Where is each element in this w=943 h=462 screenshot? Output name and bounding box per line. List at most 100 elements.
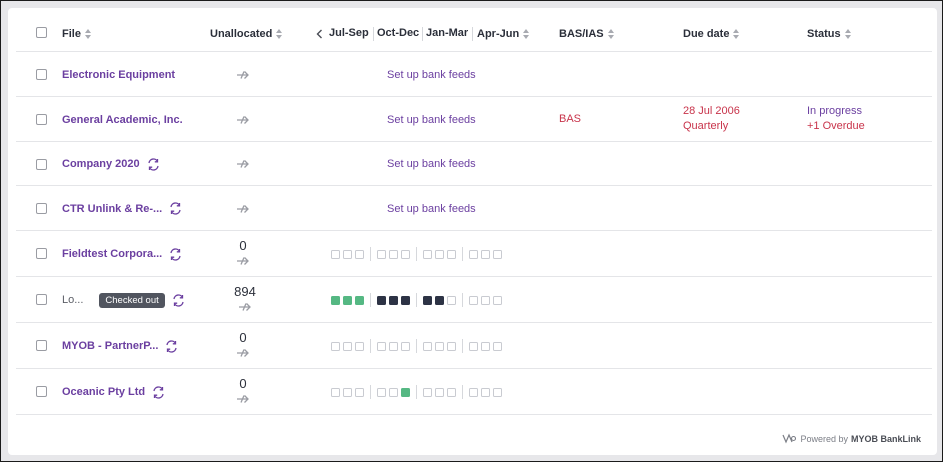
period-square[interactable] [435, 341, 444, 351]
row-checkbox[interactable] [36, 159, 47, 170]
file-name-link[interactable]: Lo... [62, 294, 84, 306]
period-square[interactable] [481, 341, 490, 351]
unallocated-count[interactable]: 0 [239, 330, 247, 345]
period-square[interactable] [481, 295, 490, 305]
period-square[interactable] [469, 249, 478, 259]
table-row[interactable]: CTR Unlink & Re-... Set up bank feeds [16, 186, 932, 231]
period-square[interactable] [389, 387, 398, 397]
table-row[interactable]: Lo... Checked out 894 [16, 277, 932, 323]
period-square[interactable] [355, 249, 364, 259]
period-square[interactable] [447, 387, 456, 397]
period-square[interactable] [389, 249, 398, 259]
column-header-basias[interactable]: BAS/IAS [559, 15, 615, 52]
period-square[interactable] [355, 295, 364, 305]
setup-bank-feeds-link[interactable]: Set up bank feeds [387, 68, 476, 81]
table-row[interactable]: Fieldtest Corpora... 0 [16, 231, 932, 277]
period-square[interactable] [423, 387, 432, 397]
column-header-unallocated[interactable]: Unallocated [210, 15, 283, 52]
period-square[interactable] [469, 295, 478, 305]
file-name-link[interactable]: Fieldtest Corpora... [62, 248, 163, 260]
sync-icon[interactable] [172, 293, 185, 307]
file-name-link[interactable]: Company 2020 [62, 158, 140, 170]
sync-icon[interactable] [165, 339, 178, 353]
table-row[interactable]: Company 2020 Set up bank feeds [16, 142, 932, 186]
file-name-link[interactable]: CTR Unlink & Re-... [62, 202, 163, 215]
period-square[interactable] [423, 341, 432, 351]
row-checkbox[interactable] [36, 386, 47, 397]
select-all-checkbox[interactable] [36, 27, 47, 38]
period-square[interactable] [481, 249, 490, 259]
column-header-q1[interactable]: Jul-Sep [329, 27, 369, 39]
period-square[interactable] [469, 341, 478, 351]
column-header-q4[interactable]: Apr-Jun [477, 15, 530, 52]
period-square[interactable] [469, 387, 478, 397]
period-square[interactable] [401, 341, 410, 351]
period-square[interactable] [355, 341, 364, 351]
row-checkbox[interactable] [36, 248, 47, 259]
period-square[interactable] [401, 295, 410, 305]
file-name-link[interactable]: Oceanic Pty Ltd [62, 386, 146, 398]
table-row[interactable]: Oceanic Pty Ltd 0 [16, 369, 932, 415]
row-checkbox[interactable] [36, 294, 47, 305]
column-header-q3[interactable]: Jan-Mar [426, 27, 469, 39]
row-checkbox[interactable] [36, 340, 47, 351]
sync-icon[interactable] [152, 385, 165, 399]
unallocated-count[interactable]: 0 [239, 376, 247, 391]
period-square[interactable] [493, 387, 502, 397]
setup-bank-feeds-link[interactable]: Set up bank feeds [387, 113, 476, 126]
period-square[interactable] [423, 249, 432, 259]
file-name-link[interactable]: General Academic, Inc. [62, 113, 183, 126]
file-name-link[interactable]: Electronic Equipment [62, 68, 176, 81]
status-value[interactable]: In progress [807, 105, 863, 117]
setup-bank-feeds-link[interactable]: Set up bank feeds [387, 202, 476, 215]
period-square[interactable] [401, 249, 410, 259]
period-square[interactable] [377, 295, 386, 305]
period-square[interactable] [331, 387, 340, 397]
period-square[interactable] [447, 341, 456, 351]
period-square[interactable] [343, 295, 352, 305]
sync-icon[interactable] [147, 157, 160, 171]
period-square[interactable] [343, 387, 352, 397]
period-square[interactable] [389, 295, 398, 305]
unallocated-count[interactable]: 894 [234, 284, 256, 299]
unallocated-count[interactable]: 0 [239, 238, 247, 253]
period-square[interactable] [435, 387, 444, 397]
period-square[interactable] [355, 387, 364, 397]
period-square[interactable] [343, 249, 352, 259]
table-row[interactable]: General Academic, Inc. Set up bank feeds… [16, 97, 932, 142]
period-square[interactable] [481, 387, 490, 397]
quarter-prev-button[interactable] [316, 15, 326, 52]
bas-label[interactable]: BAS [559, 113, 582, 125]
period-square[interactable] [435, 295, 444, 305]
table-row[interactable]: Electronic Equipment Set up bank feeds [16, 52, 932, 97]
period-square[interactable] [331, 341, 340, 351]
column-header-file[interactable]: File [62, 15, 92, 52]
table-row[interactable]: MYOB - PartnerP... 0 [16, 323, 932, 369]
column-header-status[interactable]: Status [807, 15, 852, 52]
period-square[interactable] [377, 341, 386, 351]
period-square[interactable] [435, 249, 444, 259]
sync-icon[interactable] [169, 202, 182, 215]
period-square[interactable] [343, 341, 352, 351]
period-square[interactable] [493, 295, 502, 305]
period-square[interactable] [423, 295, 432, 305]
period-square[interactable] [331, 249, 340, 259]
period-square[interactable] [401, 387, 410, 397]
row-checkbox[interactable] [36, 69, 47, 80]
period-square[interactable] [377, 249, 386, 259]
period-square[interactable] [389, 341, 398, 351]
period-square[interactable] [493, 249, 502, 259]
sync-icon[interactable] [169, 247, 182, 261]
row-checkbox[interactable] [36, 114, 47, 125]
file-name-link[interactable]: MYOB - PartnerP... [62, 340, 159, 352]
period-square[interactable] [447, 249, 456, 259]
column-header-due-date[interactable]: Due date [683, 15, 740, 52]
period-square[interactable] [331, 295, 340, 305]
period-square[interactable] [493, 341, 502, 351]
period-square[interactable] [447, 295, 456, 305]
overdue-count[interactable]: +1 Overdue [807, 120, 865, 132]
period-square[interactable] [377, 387, 386, 397]
setup-bank-feeds-link[interactable]: Set up bank feeds [387, 158, 476, 170]
row-checkbox[interactable] [36, 203, 47, 214]
column-header-q2[interactable]: Oct-Dec [377, 27, 420, 39]
